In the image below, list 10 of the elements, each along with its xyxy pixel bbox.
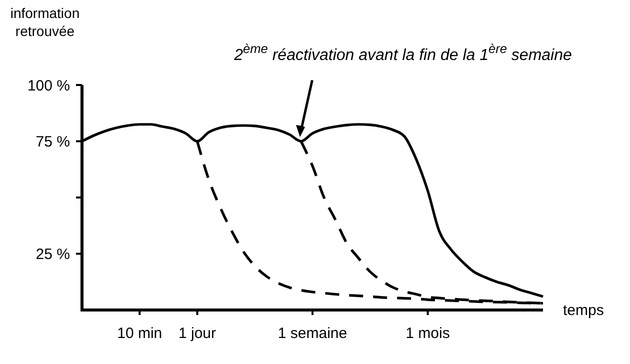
y-tick-label: 25 % <box>36 246 70 263</box>
x-tick-label: 1 jour <box>178 325 216 342</box>
x-tick-label: 1 semaine <box>278 325 348 342</box>
y-tick-label: 75 % <box>36 134 70 150</box>
text: 2$^{ème}$ réactivation avant la fin de la 1$^{ère}$ semaine <box>233 40 572 64</box>
x-axis-title: temps <box>563 302 604 319</box>
x-tick-label: 1 mois <box>406 325 450 342</box>
y-axis-title: information retrouvée <box>10 5 80 39</box>
y-tick-label: 100 % <box>27 77 70 94</box>
x-tick-label: 10 min <box>117 325 162 342</box>
